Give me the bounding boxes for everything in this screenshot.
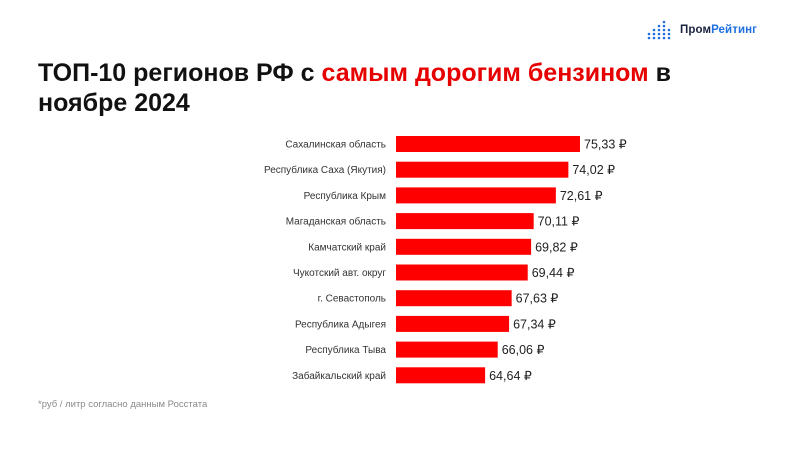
brand-name: ПромРейтинг: [680, 24, 757, 36]
category-label: Сахалинская область: [285, 139, 386, 151]
value-label: 75,33 ₽: [584, 138, 627, 152]
bar-row: Республика Крым 72,61 ₽: [304, 187, 603, 204]
chart-title: ТОП-10 регионов РФ с самым дорогим бензи…: [38, 58, 758, 118]
bar: [396, 290, 512, 307]
category-label: Республика Саха (Якутия): [264, 164, 386, 176]
bar: [396, 187, 556, 204]
category-label: Республика Тыва: [305, 344, 386, 356]
bar-row: Сахалинская область 75,33 ₽: [285, 136, 627, 152]
bar: [396, 341, 498, 358]
title-part1: ТОП-10 регионов РФ с: [38, 59, 322, 87]
bar: [396, 367, 486, 384]
category-label: Забайкальский край: [292, 370, 386, 382]
brand-name-part1: Пром: [680, 24, 712, 36]
bar: [396, 315, 510, 332]
bar-row: Республика Саха (Якутия) 74,02 ₽: [264, 161, 615, 178]
bar: [396, 136, 580, 152]
category-label: Чукотский авт. округ: [293, 268, 386, 279]
category-label: Камчатский край: [308, 242, 386, 253]
title-highlight: самым дорогим бензином: [321, 59, 649, 87]
value-label: 69,44 ₽: [532, 266, 575, 280]
bar-row: Камчатский край 69,82 ₽: [308, 238, 578, 255]
bar: [396, 161, 569, 178]
bar-row: Забайкальский край 64,64 ₽: [292, 367, 532, 384]
category-label: г. Севастополь: [318, 294, 386, 305]
value-label: 67,34 ₽: [513, 317, 556, 331]
category-label: Магаданская область: [286, 216, 386, 228]
value-label: 70,11 ₽: [538, 215, 580, 229]
value-label: 66,06 ₽: [502, 343, 545, 357]
title-part2: в ноябре 2024: [38, 59, 671, 117]
value-label: 67,63 ₽: [516, 292, 559, 306]
bar: [396, 238, 532, 255]
bar-row: Республика Тыва 66,06 ₽: [305, 341, 545, 358]
bar-row: Магаданская область 70,11 ₽: [286, 213, 580, 230]
bar: [396, 264, 528, 281]
value-label: 64,64 ₽: [489, 369, 532, 383]
category-label: Республика Адыгея: [295, 318, 386, 330]
bar-row: Чукотский авт. округ 69,44 ₽: [293, 264, 575, 281]
brand-logo: ПромРейтинг: [647, 20, 757, 40]
source-footnote: *руб / литр согласно данным Росстата: [38, 399, 208, 410]
brand-name-part2: Рейтинг: [711, 24, 758, 36]
bar-row: Республика Адыгея 67,34 ₽: [295, 315, 556, 332]
bar-dots-logo-icon: [647, 20, 671, 40]
category-label: Республика Крым: [304, 190, 387, 202]
bar-row: г. Севастополь 67,63 ₽: [318, 290, 559, 307]
bar: [396, 213, 534, 230]
value-label: 69,82 ₽: [535, 240, 578, 254]
value-label: 74,02 ₽: [572, 163, 615, 177]
value-label: 72,61 ₽: [560, 189, 603, 203]
